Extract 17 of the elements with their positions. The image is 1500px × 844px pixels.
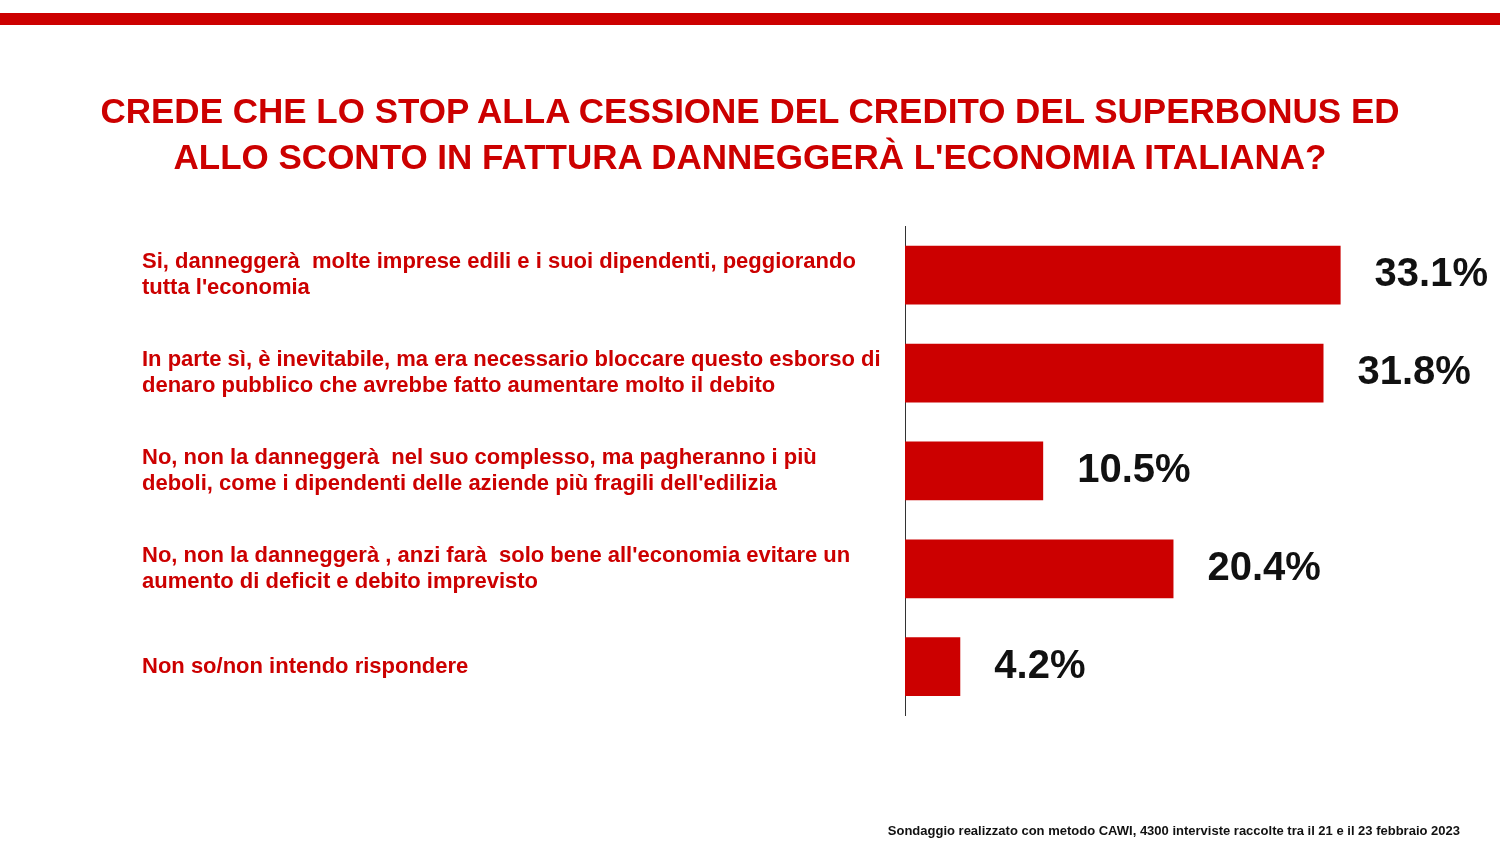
text: Sondaggio realizzato con metodo CAWI, 4300 interviste raccolte tra il 21 e il 23 febbraio 2023: [887, 823, 1460, 838]
data-label: 10.5%: [1077, 445, 1191, 490]
bar: [905, 637, 961, 697]
y-tick-label: Si, danneggerà molte imprese edili e i suoi dipendenti, peggiorando tutta l'economia: [142, 248, 856, 300]
data-label: 20.4%: [1207, 543, 1321, 588]
bar: [905, 245, 1341, 305]
y-tick-label: No, non la danneggerà nel suo complesso, ma pagheranno i più deboli, come i dipendenti delle aziende più fragili dell'edilizia: [142, 443, 817, 496]
y-tick-label: In parte sì, è inevitabile, ma era necessario bloccare questo esborso di denaro pubblico che avrebbe fatto aumentare molto il debito: [142, 345, 881, 398]
bar: [905, 441, 1044, 501]
data-label: 4.2%: [994, 641, 1086, 686]
chart-title: CREDE CHE LO STOP ALLA CESSIONE DEL CREDITO DEL SUPERBONUS ED ALLO SCONTO IN FATTURA DANNEGGERÀ L'ECONOMIA ITALIANA?: [99, 90, 1401, 178]
y-tick-label: Non so/non intendo rispondere: [142, 652, 469, 678]
bar: [905, 343, 1324, 403]
y-tick-label: No, non la danneggerà , anzi farà solo bene all'economia evitare un aumento di deficit e debito imprevisto: [142, 541, 851, 594]
bar: [905, 539, 1174, 599]
data-label: 33.1%: [1374, 250, 1489, 295]
data-label: 31.8%: [1357, 348, 1471, 393]
